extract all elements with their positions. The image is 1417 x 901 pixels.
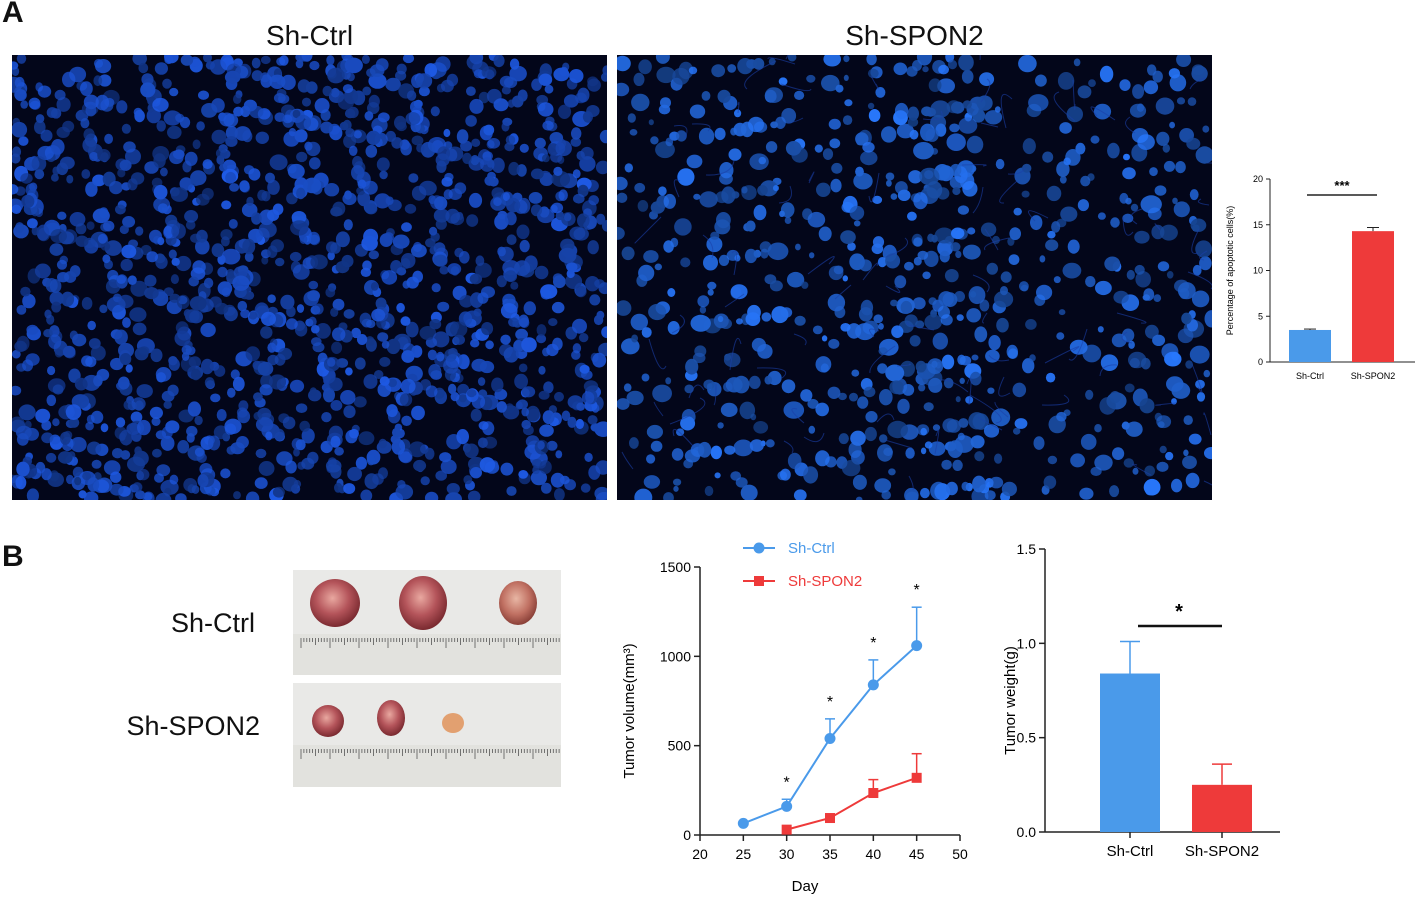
significance-marker: * (914, 582, 920, 599)
significance-marker: * (1175, 601, 1183, 623)
bar-sh-spon2 (1352, 231, 1394, 362)
bar-sh-spon2 (1192, 784, 1252, 832)
y-tick-label: 1500 (660, 559, 691, 575)
y-axis-label: Tumor weight(g) (1002, 646, 1019, 755)
x-tick-label: Sh-SPON2 (1351, 371, 1396, 381)
panel-b-letter: B (2, 540, 24, 573)
ruler (293, 634, 561, 675)
tumor-photo-sh-spon2 (293, 683, 561, 787)
x-tick-label: 20 (692, 846, 708, 862)
legend-marker (753, 542, 765, 554)
y-tick-label: 1000 (660, 648, 691, 664)
image-title-sh-ctrl: Sh-Ctrl (265, 20, 354, 51)
panel-a-letter: A (2, 0, 24, 29)
x-tick-label: 50 (952, 846, 968, 862)
data-point (911, 640, 923, 652)
y-tick-label: 20 (1253, 174, 1263, 184)
tumor-weight-bar-chart: 0.0 0.5 1.0 1.5 Sh-Ctrl Sh-SPON2 * Tumor weight… (1002, 541, 1280, 860)
data-point (911, 772, 922, 783)
y-axis-label: Percentage of apoptotic cells(%) (1225, 206, 1235, 336)
legend-label: Sh-SPON2 (788, 573, 862, 590)
y-tick-label: 0 (1258, 357, 1263, 367)
data-point (781, 824, 792, 835)
data-point (868, 788, 879, 799)
y-tick-label: 0.0 (1017, 824, 1037, 840)
tumor-sample (499, 581, 537, 625)
data-point (824, 733, 836, 745)
tumor-sample (312, 705, 344, 737)
x-axis-label: Day (792, 878, 819, 895)
y-tick-label: 0.5 (1017, 730, 1037, 746)
tumor-sample (377, 700, 405, 736)
y-tick-label: 5 (1258, 311, 1263, 321)
ruler (293, 745, 561, 787)
x-tick-label: 35 (822, 846, 838, 862)
data-point (781, 800, 793, 812)
y-tick-label: 15 (1253, 220, 1263, 230)
significance-marker: * (870, 635, 876, 652)
data-point (867, 679, 879, 691)
tumor-photo-sh-ctrl (293, 570, 561, 675)
x-tick-label: Sh-Ctrl (1296, 371, 1324, 381)
x-tick-label: 25 (736, 846, 752, 862)
microscopy-image-sh-ctrl (12, 55, 607, 500)
x-tick-label: Sh-SPON2 (1185, 843, 1259, 860)
y-tick-label: 10 (1253, 266, 1263, 276)
significance-marker: *** (1334, 178, 1350, 193)
data-point (825, 813, 835, 824)
significance-marker: * (784, 774, 790, 791)
tumor-sample (310, 579, 360, 627)
microscopy-image-sh-spon2 (617, 55, 1212, 500)
y-tick-label: 0 (683, 827, 691, 843)
bar-sh-ctrl (1289, 329, 1331, 362)
x-tick-label: Sh-Ctrl (1107, 843, 1154, 860)
photo-label-sh-spon2: Sh-SPON2 (126, 711, 260, 741)
y-tick-label: 1.5 (1017, 541, 1037, 557)
data-point (737, 817, 749, 829)
series-line-sh-spon2 (786, 776, 918, 831)
legend-label: Sh-Ctrl (788, 540, 835, 557)
photo-label-sh-ctrl: Sh-Ctrl (170, 608, 255, 638)
x-tick-label: 45 (909, 846, 925, 862)
significance-marker: * (827, 694, 833, 711)
x-tick-label: 30 (779, 846, 795, 862)
x-tick-label: 40 (866, 846, 882, 862)
y-axis-label: Tumor volume(mm³) (621, 643, 638, 778)
legend-marker (754, 576, 764, 586)
image-title-sh-spon2: Sh-SPON2 (845, 20, 984, 51)
tumor-sample (442, 713, 464, 733)
bar-sh-ctrl (1100, 673, 1160, 832)
y-tick-label: 500 (668, 738, 692, 754)
nuclei-layer (12, 55, 607, 500)
apoptosis-bar-chart: 0 5 10 15 20 Sh-Ctrl Sh-SPON2 *** Percentage of … (1225, 174, 1415, 381)
nuclei-layer (617, 55, 1212, 500)
y-tick-label: 1.0 (1017, 635, 1037, 651)
tumor-volume-line-chart: 0 500 1000 1500 20 25 30 35 40 45 50 Day Tumor volum… (621, 540, 968, 895)
tumor-sample (399, 576, 447, 630)
